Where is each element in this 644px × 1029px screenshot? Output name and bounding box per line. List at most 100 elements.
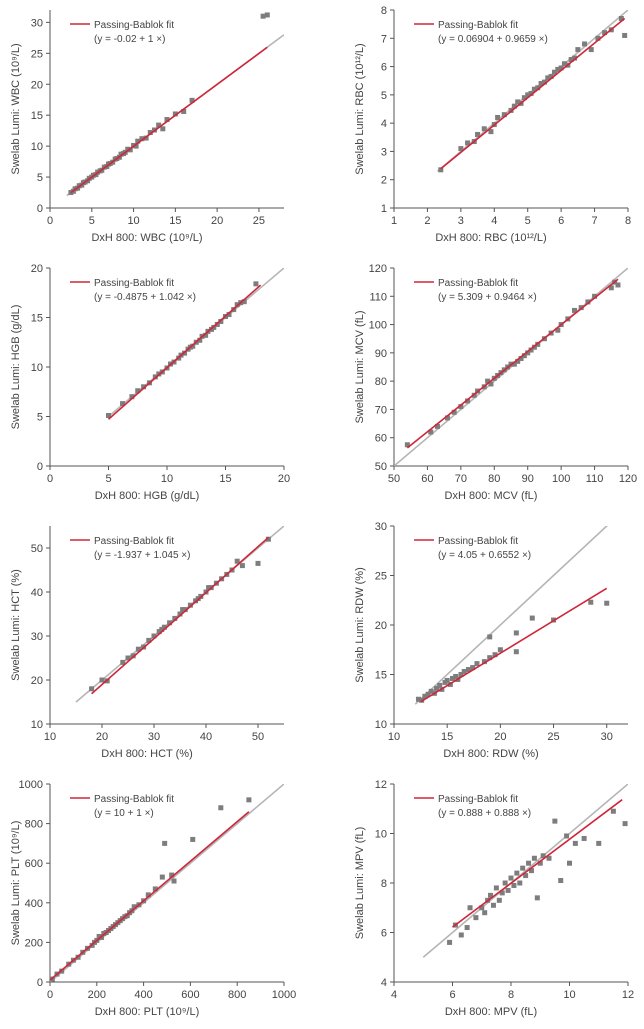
data-point bbox=[602, 30, 608, 36]
y-tick-label: 6 bbox=[381, 928, 387, 940]
data-point bbox=[451, 409, 457, 415]
data-point bbox=[152, 374, 158, 380]
y-axis-title: Swelab Lumi: PLT (10⁹/L) bbox=[10, 821, 22, 946]
y-tick-label: 0 bbox=[37, 977, 43, 989]
scatter-plot: 0 5 10 15 20 25 0 5 10 15 20 25 30 DxH 800: WBC (10⁹/… bbox=[10, 10, 284, 244]
data-point bbox=[253, 281, 259, 287]
data-point bbox=[526, 860, 532, 866]
legend: Passing-Bablok fit (y = -0.02 + 1 ×) bbox=[70, 20, 174, 45]
x-tick-label: 40 bbox=[200, 731, 212, 743]
data-point bbox=[156, 629, 162, 635]
data-point bbox=[515, 99, 521, 105]
y-tick-label: 15 bbox=[375, 670, 387, 682]
x-axis-title: DxH 800: RBC (10¹²/L) bbox=[435, 232, 546, 244]
data-point bbox=[475, 131, 481, 137]
scatter-plot: 10 15 20 25 30 10 15 20 25 30 DxH 800: RDW (%) Swel… bbox=[354, 521, 628, 760]
data-point bbox=[551, 69, 557, 75]
data-point bbox=[246, 797, 252, 803]
x-tick-label: 5 bbox=[105, 473, 111, 485]
scatter-panel-1: 0 5 10 15 20 25 0 5 10 15 20 25 30 DxH 800: WBC (10⁹/… bbox=[0, 0, 300, 255]
legend-equation: (y = 0.06904 + 0.9659 ×) bbox=[438, 34, 548, 45]
passing-bablok-fit-line bbox=[107, 284, 262, 420]
y-tick-label: 80 bbox=[375, 376, 387, 388]
data-point bbox=[467, 905, 473, 911]
y-tick-label: 600 bbox=[25, 858, 43, 870]
x-tick-label: 70 bbox=[455, 473, 467, 485]
legend: Passing-Bablok fit (y = -1.937 + 1.045 ×) bbox=[70, 536, 190, 561]
data-point bbox=[618, 15, 624, 21]
data-point bbox=[239, 563, 245, 569]
legend-label: Passing-Bablok fit bbox=[94, 20, 174, 31]
data-point bbox=[135, 138, 141, 144]
scatter-panel-5: 10 20 30 40 50 10 20 30 40 50 DxH 800: HCT (%) Swel… bbox=[0, 516, 300, 771]
y-tick-label: 4 bbox=[381, 977, 387, 989]
data-point bbox=[537, 860, 543, 866]
data-point bbox=[482, 910, 488, 916]
data-point bbox=[139, 136, 145, 142]
data-point bbox=[120, 401, 126, 407]
scatter-plot: 0 200 400 600 800 1000 0 200 400 600 800 1000 DxH 80… bbox=[10, 779, 296, 1018]
y-tick-label: 2 bbox=[381, 175, 387, 187]
data-point bbox=[535, 85, 541, 91]
y-tick-label: 0 bbox=[37, 203, 43, 215]
y-axis-title: Swelab Lumi: HGB (g/dL) bbox=[10, 305, 22, 430]
data-point bbox=[564, 833, 570, 839]
data-point bbox=[508, 875, 514, 881]
data-point bbox=[531, 344, 537, 350]
data-point bbox=[561, 61, 567, 67]
x-tick-label: 10 bbox=[563, 989, 575, 1001]
y-axis-title: Swelab Lumi: MPV (fL) bbox=[354, 827, 366, 939]
data-point bbox=[156, 122, 162, 128]
data-point bbox=[511, 882, 517, 888]
x-tick-label: 1000 bbox=[272, 989, 296, 1001]
data-point bbox=[505, 887, 511, 893]
data-point bbox=[131, 904, 137, 910]
legend-label: Passing-Bablok fit bbox=[94, 794, 174, 805]
y-tick-label: 3 bbox=[381, 146, 387, 158]
legend-equation: (y = 5.309 + 0.9464 ×) bbox=[438, 292, 537, 303]
data-point bbox=[572, 55, 578, 61]
data-point bbox=[540, 853, 546, 859]
data-point bbox=[141, 384, 147, 390]
data-point bbox=[567, 860, 572, 866]
data-point bbox=[552, 818, 558, 824]
x-tick-label: 400 bbox=[134, 989, 152, 1001]
x-tick-label: 10 bbox=[161, 473, 173, 485]
data-point bbox=[545, 75, 551, 81]
data-point bbox=[167, 620, 173, 626]
legend: Passing-Bablok fit (y = 5.309 + 0.9464 ×) bbox=[414, 278, 537, 303]
data-point bbox=[572, 840, 578, 846]
legend-equation: (y = -0.4875 + 1.042 ×) bbox=[94, 292, 196, 303]
data-point bbox=[89, 686, 95, 692]
data-point bbox=[206, 585, 212, 591]
data-point bbox=[517, 880, 523, 886]
data-point bbox=[120, 659, 126, 665]
data-point bbox=[260, 13, 266, 19]
data-point bbox=[514, 870, 520, 876]
x-tick-label: 30 bbox=[601, 731, 613, 743]
scatter-plot: 0 5 10 15 20 0 5 10 15 20 DxH 800: HGB (g/dL) Swela… bbox=[10, 263, 290, 502]
data-point bbox=[585, 299, 591, 305]
data-point bbox=[135, 388, 141, 394]
y-axis-title: Swelab Lumi: RBC (10¹²/L) bbox=[354, 43, 366, 174]
data-point bbox=[151, 633, 157, 639]
data-point bbox=[528, 347, 534, 353]
identity-line bbox=[414, 526, 608, 705]
data-point bbox=[172, 615, 178, 621]
x-tick-label: 20 bbox=[211, 215, 223, 227]
data-point bbox=[528, 90, 534, 96]
y-tick-label: 30 bbox=[375, 521, 387, 533]
x-tick-label: 6 bbox=[449, 989, 455, 1001]
legend-label: Passing-Bablok fit bbox=[438, 20, 518, 31]
legend-label: Passing-Bablok fit bbox=[438, 278, 518, 289]
data-point bbox=[125, 146, 131, 152]
data-point bbox=[130, 653, 136, 659]
x-tick-label: 8 bbox=[625, 215, 631, 227]
y-tick-label: 110 bbox=[369, 291, 387, 303]
data-point bbox=[118, 151, 124, 157]
data-point bbox=[610, 808, 616, 814]
data-point bbox=[615, 282, 621, 288]
data-point bbox=[99, 677, 105, 683]
data-point bbox=[595, 35, 601, 41]
data-point bbox=[177, 611, 183, 617]
